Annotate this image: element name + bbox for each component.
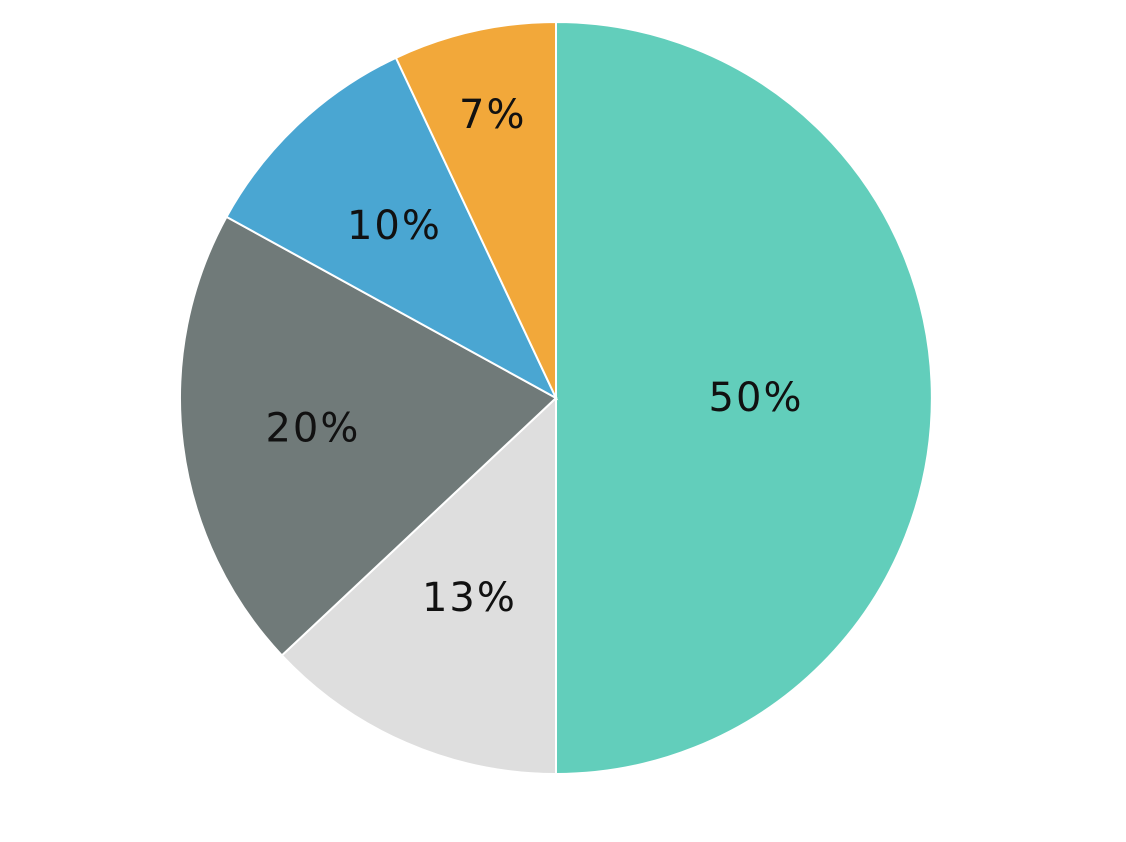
pie-slice-20pct bbox=[179, 215, 558, 657]
pie-slice-10pct bbox=[225, 56, 559, 401]
pie-slice-13pct bbox=[280, 395, 557, 776]
pie-slice-50pct bbox=[555, 20, 933, 776]
slice-label: 7% bbox=[459, 92, 526, 138]
slice-label: 50% bbox=[709, 375, 804, 421]
pie-labels: 50% 13% 20% 10% 7% bbox=[265, 92, 804, 621]
slice-label: 10% bbox=[347, 203, 442, 249]
slice-label: 13% bbox=[422, 575, 517, 621]
pie-slices bbox=[179, 20, 933, 776]
pie-slice-7pct bbox=[394, 20, 557, 399]
slice-label: 20% bbox=[265, 406, 360, 452]
